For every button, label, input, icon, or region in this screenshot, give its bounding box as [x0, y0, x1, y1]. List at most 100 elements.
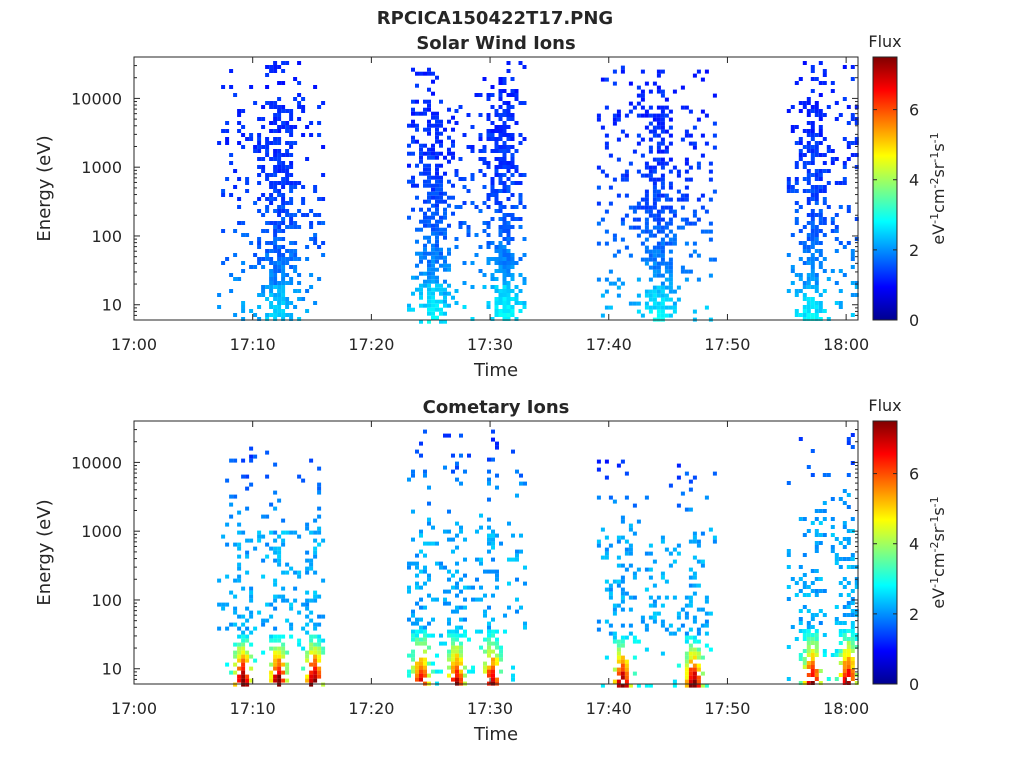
flux-cell — [850, 565, 855, 569]
flux-cell — [652, 177, 657, 182]
flux-cell — [696, 543, 701, 548]
flux-cell — [515, 597, 519, 602]
flux-cell — [502, 309, 507, 313]
flux-cell — [237, 578, 242, 583]
flux-cell — [317, 526, 322, 531]
flux-cell — [596, 113, 601, 118]
flux-cell — [265, 602, 270, 607]
flux-cell — [518, 193, 523, 197]
flux-cell — [265, 85, 270, 89]
flux-cell — [660, 241, 665, 246]
flux-cell — [648, 169, 653, 174]
flux-cell — [265, 474, 270, 479]
flux-cell — [522, 277, 527, 281]
flux-cell — [447, 617, 451, 622]
flux-cell — [463, 605, 467, 610]
flux-cell — [415, 585, 419, 590]
flux-cell — [838, 593, 843, 597]
flux-cell — [261, 257, 266, 261]
flux-cell — [447, 107, 451, 112]
flux-cell — [676, 189, 681, 194]
flux-cell — [225, 177, 230, 181]
flux-cell — [427, 263, 431, 268]
flux-cell — [664, 221, 669, 226]
flux-cell — [506, 293, 511, 297]
flux-cell — [411, 307, 415, 312]
flux-cell — [846, 661, 851, 665]
flux-cell — [510, 117, 515, 121]
flux-cell — [838, 629, 843, 633]
flux-cell — [285, 297, 290, 301]
flux-cell — [491, 537, 495, 542]
flux-cell — [676, 285, 681, 290]
flux-cell — [407, 565, 411, 570]
flux-cell — [237, 574, 242, 579]
flux-cell — [608, 587, 613, 592]
flux-cell — [830, 149, 835, 153]
flux-cell — [798, 577, 803, 581]
flux-cell — [281, 197, 286, 201]
flux-cell — [511, 557, 515, 562]
flux-cell — [502, 181, 507, 185]
flux-cell — [846, 141, 851, 145]
flux-cell — [237, 221, 242, 225]
flux-cell — [640, 615, 645, 620]
flux-cell — [802, 293, 807, 297]
flux-cell — [502, 229, 507, 233]
flux-cell — [794, 273, 799, 277]
flux-cell — [419, 271, 423, 276]
flux-cell — [261, 574, 266, 579]
flux-cell — [273, 674, 278, 679]
flux-cell — [664, 149, 669, 154]
flux-cell — [822, 185, 827, 189]
flux-cell — [273, 61, 278, 65]
flux-cell — [233, 277, 238, 281]
flux-cell — [810, 521, 815, 525]
flux-cell — [241, 666, 246, 671]
flux-cell — [696, 253, 701, 258]
flux-cell — [616, 659, 621, 664]
flux-cell — [834, 225, 839, 229]
flux-cell — [668, 563, 673, 568]
flux-cell — [249, 538, 254, 543]
flux-cell — [652, 201, 657, 206]
flux-cell — [518, 133, 523, 137]
flux-cell — [229, 514, 234, 519]
flux-cell — [596, 467, 601, 472]
flux-cell — [506, 273, 511, 277]
flux-cell — [427, 167, 431, 172]
flux-cell — [798, 565, 803, 569]
flux-cell — [313, 658, 318, 663]
flux-cell — [648, 297, 653, 302]
flux-cell — [810, 265, 815, 269]
flux-cell — [269, 201, 274, 205]
flux-cell — [660, 109, 665, 114]
flux-cell — [281, 181, 286, 185]
flux-cell — [415, 641, 419, 646]
flux-cell — [431, 259, 435, 264]
flux-cell — [427, 87, 431, 92]
flux-cell — [656, 117, 661, 122]
flux-cell — [454, 237, 459, 241]
flux-cell — [289, 153, 294, 157]
flux-cell — [451, 669, 455, 674]
flux-cell — [423, 283, 427, 288]
flux-cell — [498, 177, 503, 181]
flux-cell — [648, 257, 653, 262]
flux-cell — [676, 663, 681, 668]
flux-cell — [423, 179, 427, 184]
flux-cell — [269, 674, 274, 679]
flux-cell — [313, 530, 318, 535]
flux-cell — [301, 109, 306, 113]
flux-cell — [648, 89, 653, 94]
flux-cell — [652, 169, 657, 174]
flux-cell — [269, 273, 274, 277]
flux-cell — [443, 279, 447, 284]
flux-cell — [822, 169, 827, 173]
flux-cell — [423, 633, 427, 638]
flux-cell — [309, 598, 314, 603]
flux-cell — [317, 486, 322, 491]
flux-cell — [241, 530, 246, 535]
flux-cell — [277, 257, 282, 261]
flux-cell — [494, 309, 499, 313]
